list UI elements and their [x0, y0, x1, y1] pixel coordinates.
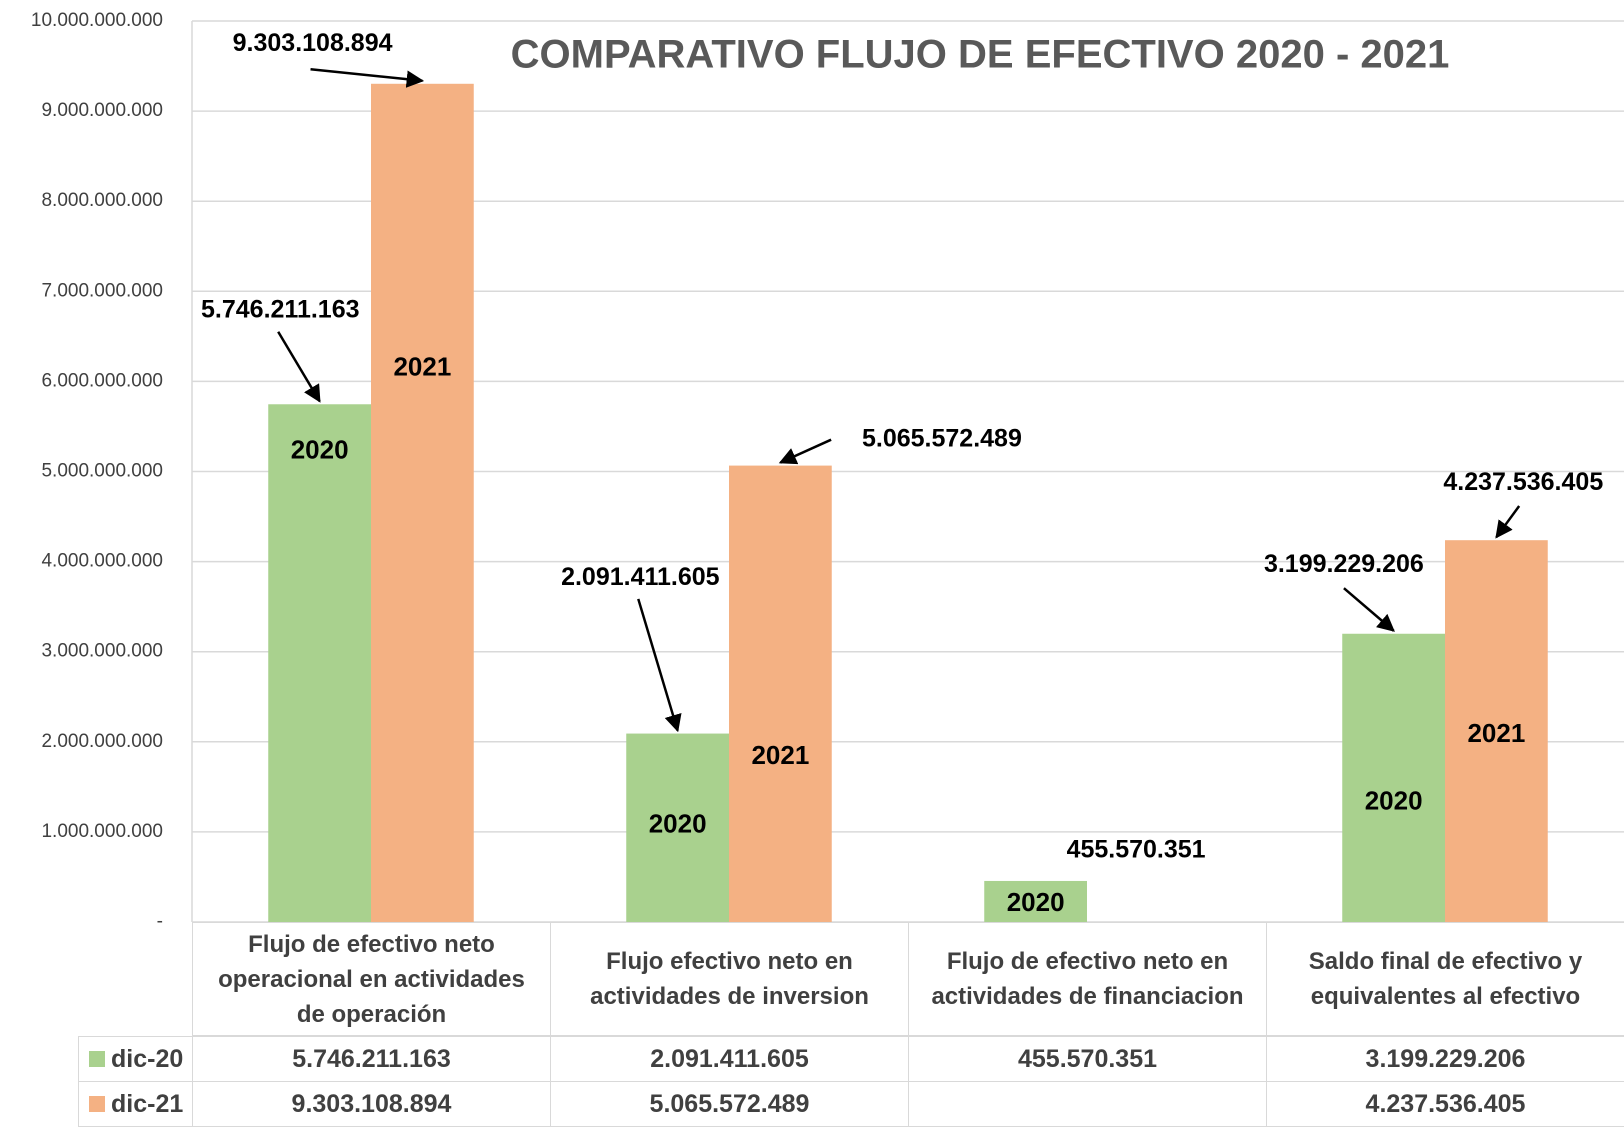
- text: Flujo de efectivo neto en actividades de…: [931, 948, 1244, 1010]
- y-tick-label: 1.000.000.000: [41, 821, 163, 842]
- legend-swatch: [89, 1096, 105, 1112]
- y-tick-label: 3.000.000.000: [41, 641, 163, 662]
- bar-label: 2021: [393, 352, 451, 382]
- value-label: 5.746.211.163: [201, 296, 360, 324]
- bar-label: 2020: [291, 434, 349, 464]
- bar: [1445, 540, 1548, 922]
- table-value: 3.199.229.206: [1266, 1036, 1624, 1082]
- bar: [626, 733, 729, 922]
- table-value: 455.570.351: [908, 1036, 1267, 1082]
- bars: [268, 83, 1548, 923]
- bar-label: 2021: [1467, 718, 1525, 748]
- bar: [729, 465, 832, 922]
- text: Flujo de efectivo neto operacional en ac…: [218, 930, 525, 1028]
- legend-entry: dic-20: [78, 1036, 193, 1082]
- arrow: [1343, 587, 1395, 632]
- text: Saldo final de efectivo y equivalentes a…: [1308, 948, 1583, 1010]
- y-tick-label: 5.000.000.000: [41, 461, 163, 482]
- arrow: [1495, 505, 1521, 539]
- legend-label: dic-20: [111, 1044, 184, 1073]
- text: 455.570.351: [1017, 1044, 1158, 1073]
- y-tick-label: 2.000.000.000: [41, 731, 163, 752]
- table-value: 5.746.211.163: [192, 1036, 551, 1082]
- value-label: 2.091.411.605: [561, 563, 720, 591]
- category-label: Flujo de efectivo neto en actividades de…: [908, 922, 1267, 1036]
- bar: [984, 880, 1087, 922]
- legend-label: dic-21: [111, 1089, 184, 1118]
- category-label: Saldo final de efectivo y equivalentes a…: [1266, 922, 1624, 1036]
- text: 3.199.229.206: [1365, 1044, 1526, 1073]
- labels: 5.746.211.16320202.091.411.6052020455.57…: [201, 29, 1603, 917]
- bar-label: 2021: [751, 740, 809, 770]
- table-value: 5.065.572.489: [550, 1081, 909, 1127]
- arrow: [778, 438, 832, 465]
- text: Flujo efectivo neto en actividades de in…: [590, 948, 869, 1010]
- bar: [371, 83, 474, 922]
- bar: [268, 404, 371, 923]
- table-value: 9.303.108.894: [192, 1081, 551, 1127]
- arrow: [637, 598, 682, 733]
- y-tick-label: 4.000.000.000: [41, 551, 163, 572]
- arrow: [277, 331, 321, 403]
- value-label: 455.570.351: [1067, 836, 1206, 864]
- text: 9.303.108.894: [291, 1089, 452, 1118]
- legend-swatch: [89, 1051, 105, 1067]
- y-tick-label: -: [157, 911, 163, 932]
- y-tick-label: 10.000.000.000: [31, 10, 163, 31]
- value-label: 3.199.229.206: [1264, 550, 1424, 578]
- value-label: 9.303.108.894: [233, 29, 393, 57]
- bar-label: 2020: [649, 808, 707, 838]
- text: 4.237.536.405: [1365, 1089, 1526, 1118]
- bar-label: 2020: [1365, 786, 1423, 816]
- table-value: [908, 1081, 1267, 1127]
- bar-label: 2020: [1007, 887, 1065, 917]
- table-value: 2.091.411.605: [550, 1036, 909, 1082]
- table-value: 4.237.536.405: [1266, 1081, 1624, 1127]
- text: 2.091.411.605: [650, 1044, 809, 1073]
- bar: [1342, 633, 1445, 922]
- legend-entry: dic-21: [78, 1081, 193, 1127]
- value-label: 4.237.536.405: [1443, 468, 1603, 496]
- text: 5.746.211.163: [292, 1044, 451, 1073]
- text: 5.065.572.489: [649, 1089, 810, 1118]
- chart-title: COMPARATIVO FLUJO DE EFECTIVO 2020 - 202…: [511, 33, 1450, 77]
- value-label: 5.065.572.489: [862, 424, 1022, 452]
- category-label: Flujo efectivo neto en actividades de in…: [550, 922, 909, 1036]
- y-tick-label: 6.000.000.000: [41, 370, 163, 391]
- y-tick-label: 7.000.000.000: [41, 280, 163, 301]
- arrow: [310, 68, 425, 88]
- y-tick-label: 8.000.000.000: [41, 190, 163, 211]
- category-label: Flujo de efectivo neto operacional en ac…: [192, 922, 551, 1036]
- y-tick-label: 9.000.000.000: [41, 100, 163, 121]
